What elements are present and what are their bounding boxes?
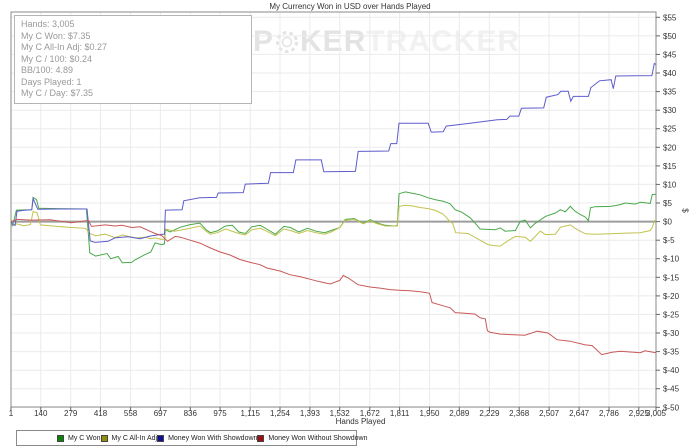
x-tick-label: 1,672: [360, 409, 381, 418]
chart-title: My Currency Won in USD over Hands Played: [269, 2, 431, 11]
x-tick-label: 1,950: [419, 409, 440, 418]
y-tick-label: $-20: [663, 292, 680, 301]
y-tick-label: $0: [663, 218, 672, 227]
y-tick-label: $-30: [663, 329, 680, 338]
legend-item-money-won-without-showdown[interactable]: Money Won Without Showdown: [257, 434, 368, 442]
x-tick-label: 558: [124, 409, 138, 418]
y-tick-label: $-35: [663, 348, 680, 357]
x-tick-label: 418: [94, 409, 108, 418]
stats-line: BB/100: 4.89: [21, 65, 74, 75]
pokertracker-watermark: P KER TRACKER: [253, 27, 520, 57]
series-line-my-c-all-in-adj: [10, 204, 657, 247]
stats-box: Hands: 3,005 My C Won: $7.35 My C All-In A…: [14, 15, 252, 104]
y-tick-label: $50: [663, 32, 677, 41]
y-tick-label: $45: [663, 50, 677, 59]
y-tick-label: $10: [663, 180, 677, 189]
x-tick-label: 1,115: [240, 409, 260, 418]
x-tick-label: 2,647: [569, 409, 590, 418]
plot-border: [10, 11, 657, 408]
legend-item-my-c-won[interactable]: My C Won: [57, 434, 101, 442]
y-tick-label: $25: [663, 125, 677, 134]
y-tick-label: $40: [663, 69, 677, 78]
watermark-p-text: P: [253, 25, 275, 58]
y-tick-label: $-50: [663, 403, 680, 412]
series-line-money-won-without-showdown: [10, 218, 657, 356]
x-tick-label: 1,254: [270, 409, 291, 418]
stats-line: My C / Day: $7.35: [21, 88, 94, 98]
x-tick-label: 2,229: [479, 409, 500, 418]
y-tick-label: $30: [663, 106, 677, 115]
series-line-my-c-won: [10, 191, 657, 264]
stats-line: Hands: 3,005: [21, 19, 75, 29]
watermark-ker-text: KER: [300, 25, 367, 58]
x-tick-label: 2,786: [599, 409, 620, 418]
x-tick-label: 697: [154, 409, 168, 418]
y-tick-label: $-45: [663, 385, 680, 394]
y-tick-label: $-10: [663, 255, 680, 264]
x-tick-label: 975: [213, 409, 227, 418]
x-tick-label: 1,393: [300, 409, 321, 418]
y-tick-label: $5: [663, 199, 672, 208]
y-tick-label: $-40: [663, 366, 680, 375]
series-line-money-won-with-showdown: [10, 62, 657, 243]
x-tick-label: 279: [64, 409, 78, 418]
poker-chip-icon: [276, 31, 299, 53]
x-tick-label: 2,507: [539, 409, 560, 418]
stats-line: My C All-In Adj: $0.27: [21, 42, 108, 52]
y-tick-label: $-15: [663, 273, 680, 282]
legend-label: My C Won: [68, 434, 101, 442]
stats-line: Days Played: 1: [21, 76, 82, 87]
legend-item-money-won-with-showdown[interactable]: Money Won With Showdown: [157, 434, 258, 442]
legend-item-my-c-all-in-adj[interactable]: My C All-In Adj: [100, 434, 158, 442]
legend-swatch-icon: [257, 434, 265, 442]
y-tick-label: $20: [663, 143, 677, 152]
legend-swatch-icon: [100, 434, 108, 442]
legend-swatch-icon: [57, 434, 64, 442]
y-tick-label: $35: [663, 88, 677, 97]
stats-line: My C / 100: $0.24: [21, 53, 93, 64]
legend-swatch-icon: [157, 434, 165, 442]
x-tick-label: 140: [34, 409, 48, 418]
x-tick-label: 836: [184, 409, 198, 418]
x-tick-label: 2,925: [629, 409, 650, 418]
x-tick-label: 1: [9, 409, 14, 418]
x-tick-label: 2,368: [509, 409, 530, 418]
x-tick-label: 2,089: [449, 409, 470, 418]
y-tick-label: $-25: [663, 310, 680, 319]
stats-line: My C Won: $7.35: [21, 30, 91, 41]
y-tick-label: $55: [663, 13, 677, 22]
legend-label: Money Won Without Showdown: [268, 434, 368, 442]
x-tick-label: 3,005: [646, 409, 667, 418]
x-tick-label: 1,532: [330, 409, 351, 418]
legend-label: Money Won With Showdown: [168, 434, 258, 442]
watermark-tracker-text: TRACKER: [366, 25, 521, 58]
x-axis-title: Hands Played: [335, 417, 386, 426]
legend: My C Won My C All-In Adj Money Won With Sh…: [16, 430, 368, 446]
y-tick-label: $15: [663, 162, 677, 171]
legend-label: My C All-In Adj: [111, 434, 158, 442]
x-tick-label: 1,811: [390, 409, 410, 418]
y-tick-label: $-5: [663, 236, 675, 245]
y-axis-title: $: [680, 208, 690, 213]
